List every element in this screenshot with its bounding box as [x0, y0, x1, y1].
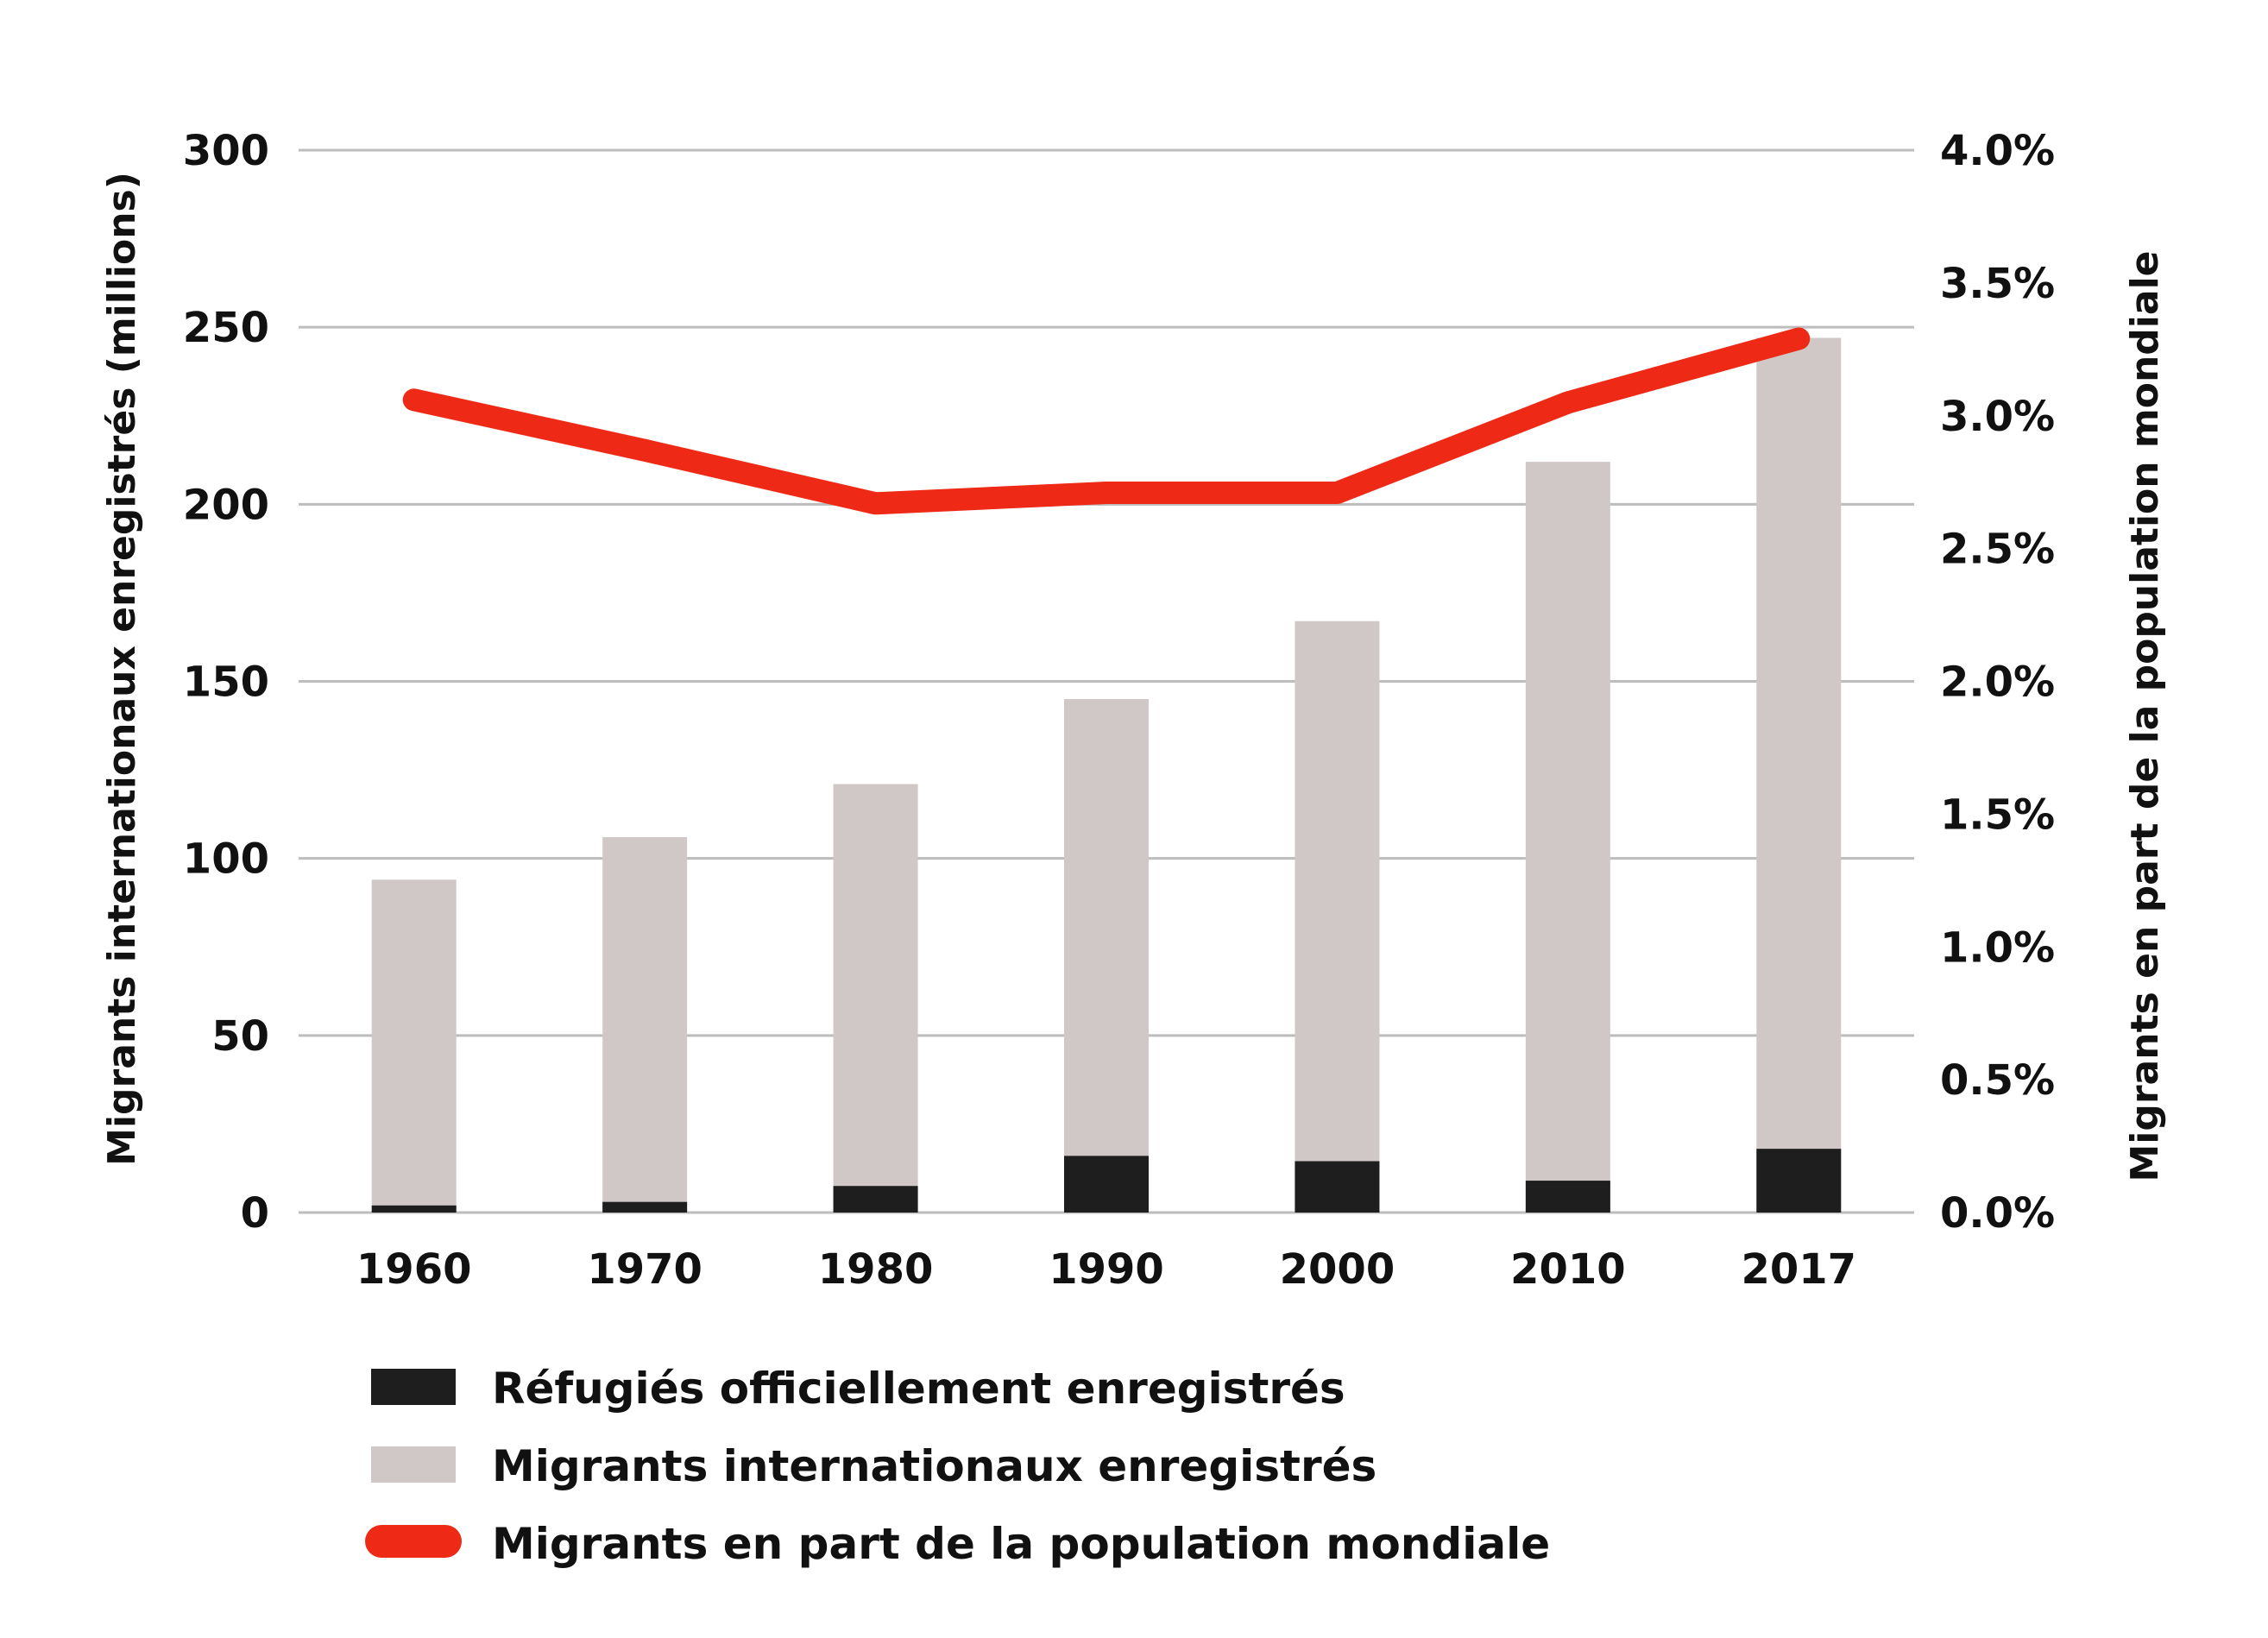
right-axis-title: Migrants en part de la population mondia… — [2123, 251, 2167, 1182]
right-axis-ticks: 0.0% 0.5% 1.0% 1.5% 2.0% 2.5% 3.0% 3.5% 4.0% — [1940, 127, 2055, 1238]
left-tick-label: 300 — [183, 127, 269, 175]
left-tick-label: 150 — [183, 658, 269, 707]
right-tick-label: 4.0% — [1940, 127, 2055, 175]
point-share-1990 — [1103, 488, 1110, 496]
legend-swatch-migrants — [371, 1446, 456, 1483]
bar-migrants-2017 — [1756, 337, 1842, 1213]
x-tick-label: 1960 — [356, 1245, 472, 1294]
point-share-2000 — [1333, 488, 1341, 496]
legend-label-share: Migrants en part de la population mondia… — [492, 1519, 1550, 1569]
bar-migrants-2010 — [1525, 462, 1610, 1213]
left-tick-label: 0 — [241, 1189, 269, 1238]
point-share-1970 — [641, 446, 649, 454]
left-axis-ticks: 0 50 100 150 200 250 300 — [183, 127, 269, 1238]
bar-refugees-2010 — [1525, 1181, 1610, 1213]
bar-refugees-1970 — [602, 1201, 688, 1213]
point-share-1960 — [410, 396, 418, 404]
bar-migrants-1990 — [1064, 699, 1149, 1213]
x-tick-label: 1990 — [1049, 1245, 1164, 1294]
right-tick-label: 0.5% — [1940, 1056, 2055, 1105]
bar-refugees-2017 — [1756, 1149, 1842, 1213]
x-tick-label: 1980 — [818, 1245, 934, 1294]
bar-migrants-1970 — [602, 837, 688, 1213]
bar-migrants-1960 — [371, 879, 457, 1213]
point-share-2010 — [1564, 399, 1572, 406]
point-share-2017 — [1795, 335, 1803, 343]
legend: Réfugiés officiellement enregistrés Migr… — [365, 1364, 1550, 1569]
left-tick-label: 200 — [183, 481, 269, 529]
x-tick-label: 2017 — [1741, 1245, 1856, 1294]
left-tick-label: 100 — [183, 835, 269, 884]
legend-label-migrants: Migrants internationaux enregistrés — [492, 1441, 1377, 1491]
right-tick-label: 3.0% — [1940, 393, 2055, 441]
bar-migrants-2000 — [1295, 621, 1380, 1213]
bar-migrants-1980 — [833, 784, 918, 1213]
legend-swatch-refugees — [371, 1369, 456, 1405]
point-share-1980 — [872, 500, 879, 507]
right-tick-label: 2.0% — [1940, 658, 2055, 707]
share-line — [402, 327, 1811, 515]
right-tick-label: 3.5% — [1940, 260, 2055, 308]
bar-refugees-2000 — [1295, 1161, 1380, 1213]
right-tick-label: 1.5% — [1940, 791, 2055, 839]
left-axis-title: Migrants internationaux enregistrés (mil… — [100, 172, 144, 1166]
right-tick-label: 1.0% — [1940, 923, 2055, 972]
bars — [371, 337, 1842, 1213]
x-tick-label: 2000 — [1280, 1245, 1395, 1294]
left-tick-label: 50 — [211, 1012, 269, 1061]
bar-refugees-1960 — [371, 1205, 457, 1213]
right-tick-label: 2.5% — [1940, 526, 2055, 574]
x-tick-label: 2010 — [1510, 1245, 1626, 1294]
right-tick-label: 0.0% — [1940, 1189, 2055, 1238]
x-tick-label: 1970 — [587, 1245, 702, 1294]
x-axis-ticks: 1960 1970 1980 1990 2000 2010 2017 — [356, 1245, 1856, 1294]
legend-label-refugees: Réfugiés officiellement enregistrés — [492, 1364, 1345, 1414]
bar-refugees-1980 — [833, 1186, 918, 1213]
bar-refugees-1990 — [1064, 1156, 1149, 1213]
left-tick-label: 250 — [183, 304, 269, 352]
